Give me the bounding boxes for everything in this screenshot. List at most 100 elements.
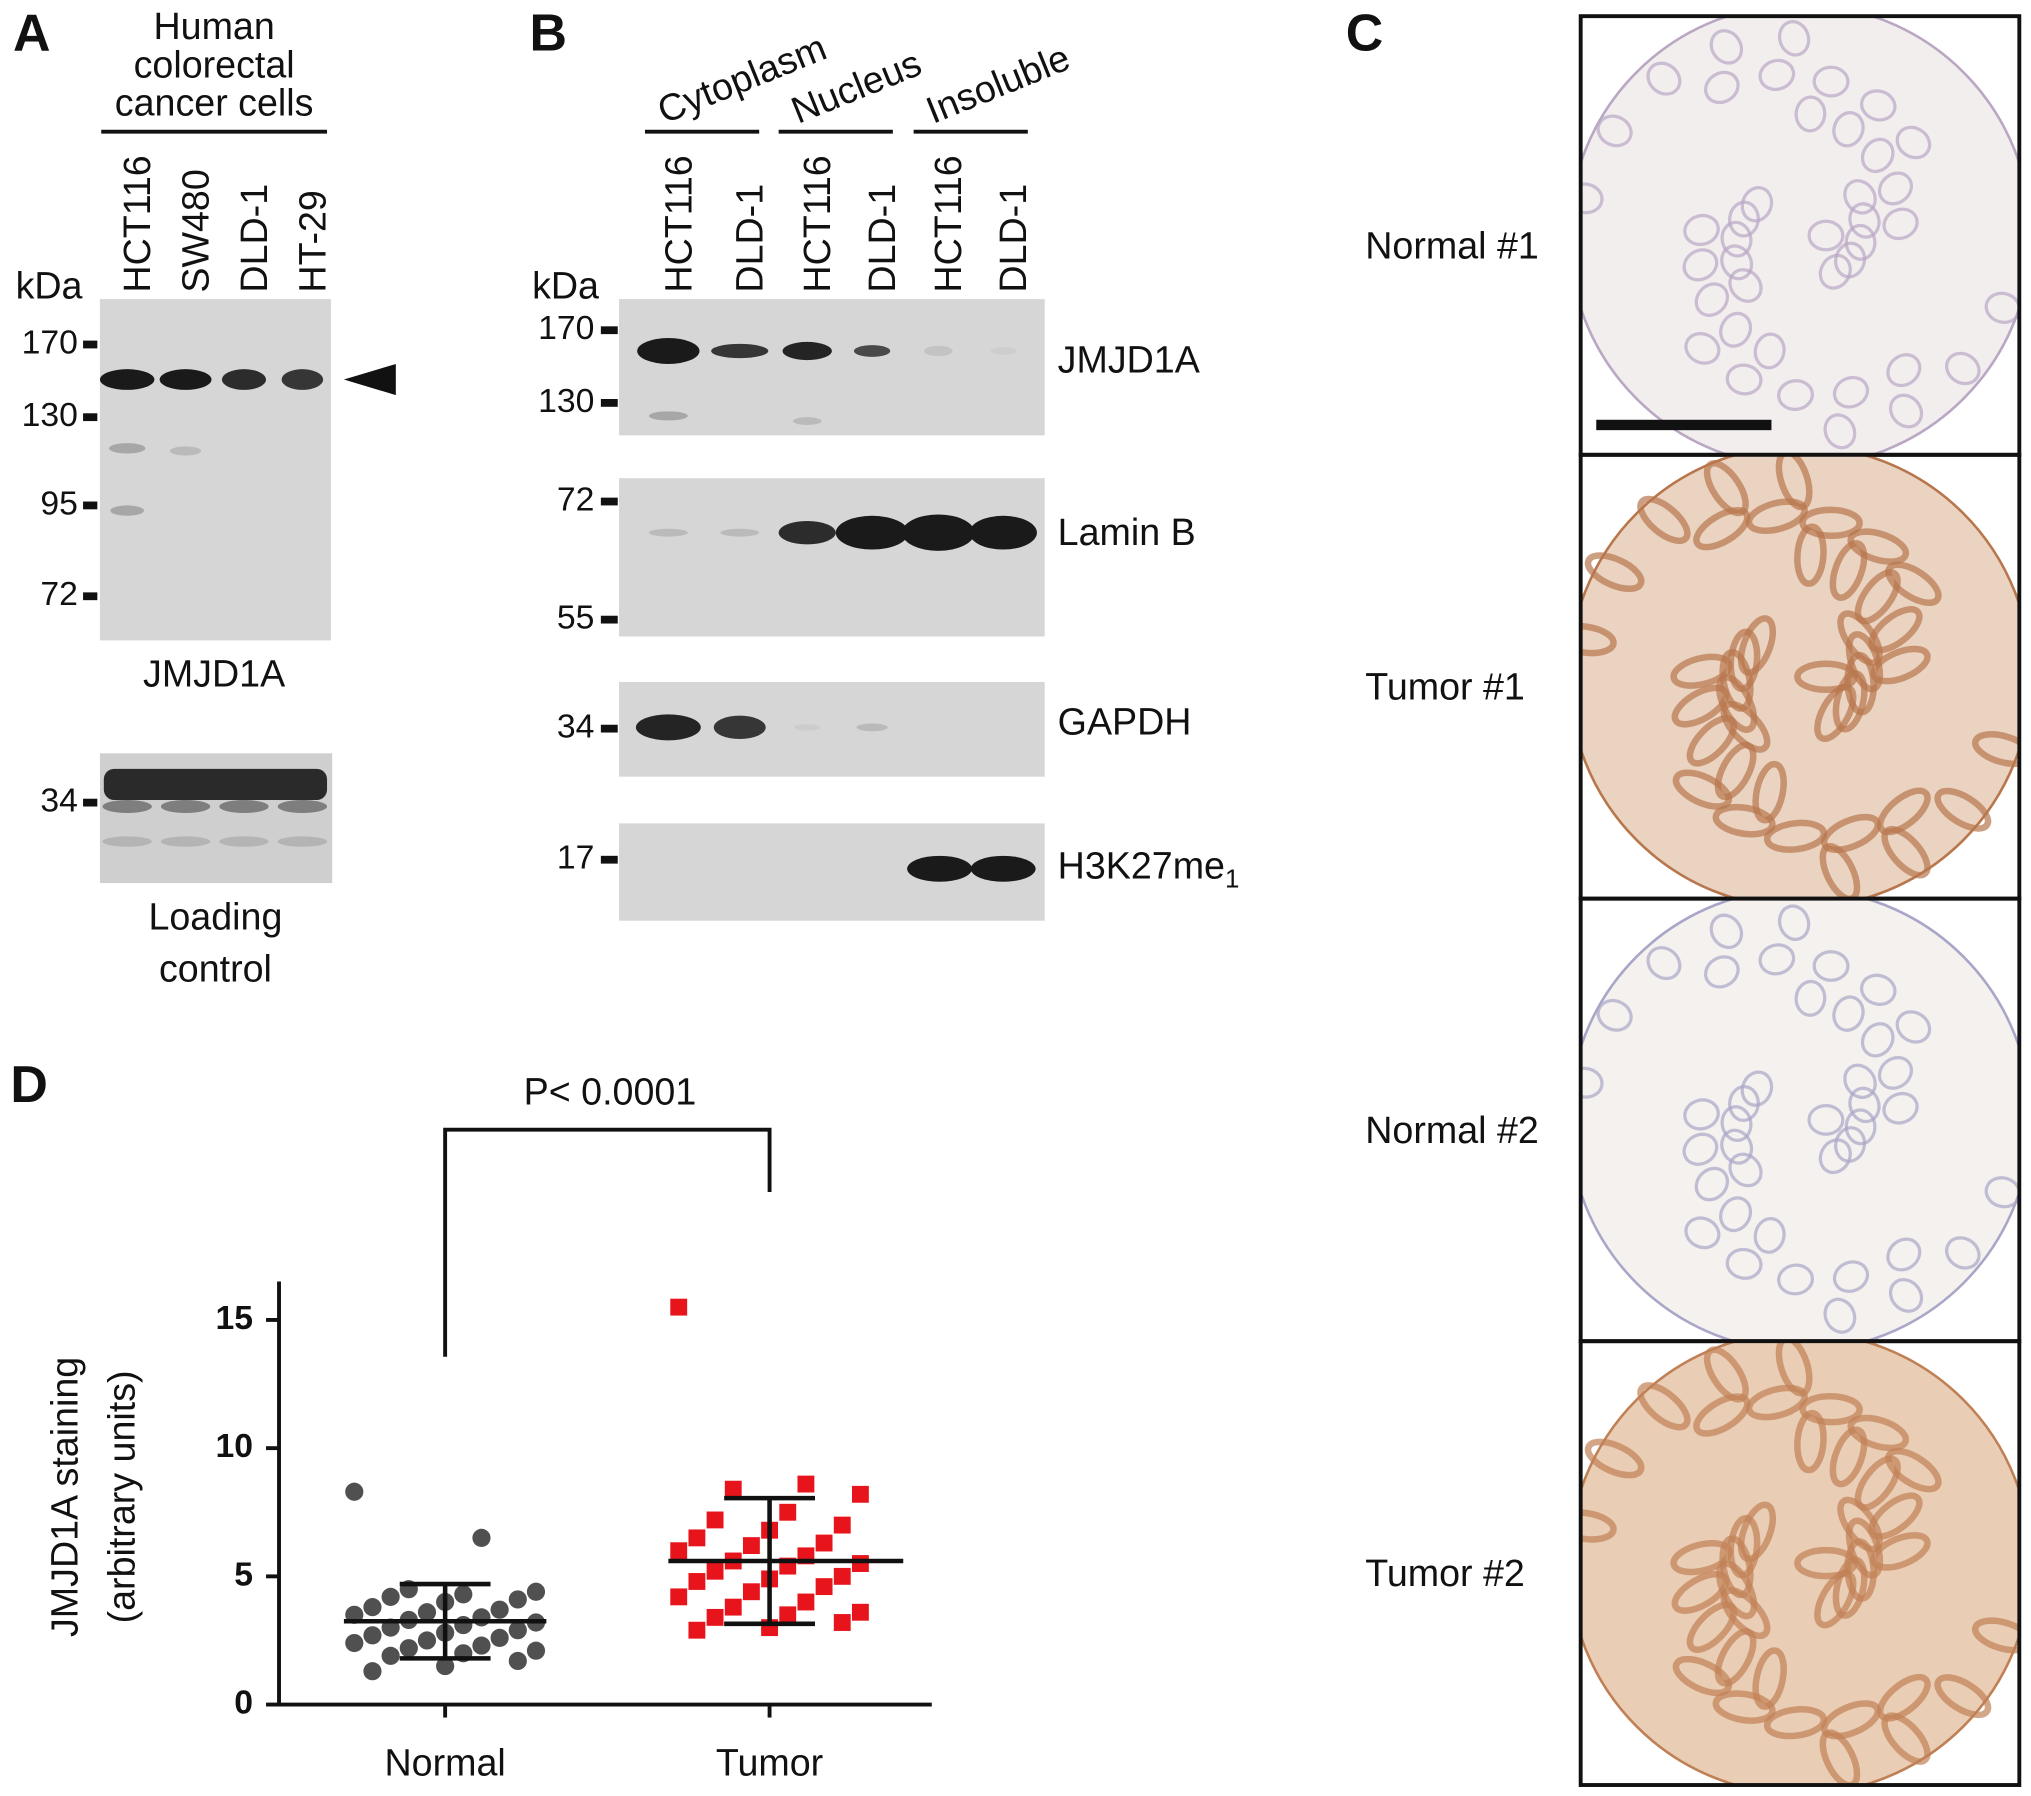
gland [1886,353,1922,388]
data-point [815,1534,833,1552]
gland [1672,1655,1733,1697]
gland [1694,282,1730,317]
blot-label: H3K27me1 [1058,845,1240,894]
tissue [1580,898,2020,1342]
x-tick-label: Tumor [716,1741,823,1783]
gland [1584,552,1645,592]
blot-band [221,369,267,390]
data-point [363,1662,382,1681]
blot-band [720,528,760,537]
gland [1728,1152,1763,1188]
data-point [436,1657,455,1676]
gland [1848,202,1881,239]
data-point [381,1587,400,1606]
blot-band [835,515,909,550]
data-point [472,1636,491,1655]
gland [1971,1617,2020,1654]
gland [1763,1706,1828,1740]
gland [1843,1063,1877,1100]
blot-band [635,714,701,741]
gland [1684,1216,1721,1250]
blot-band [907,855,973,882]
gland [1670,653,1733,689]
data-point [706,1511,724,1529]
gland [1719,311,1753,348]
gland [1814,683,1857,742]
gland [1868,1492,1923,1540]
group-header: colorectal [134,43,295,85]
gland [1694,1166,1730,1202]
blot-band [277,800,328,813]
data-point [526,1641,546,1660]
marker-tick [83,413,98,422]
data-point [490,1600,509,1619]
gland [1682,248,1719,282]
lane-label: DLD-1 [992,184,1034,293]
gland [1794,523,1827,587]
blot-band [990,347,1017,355]
blot-band [648,528,688,537]
gland [1818,253,1852,290]
data-point [779,1503,797,1521]
gland [1895,1010,1932,1044]
marker-label: 130 [538,382,594,420]
gland [1740,186,1774,223]
image-frame [1578,1339,2022,1787]
blot-band [856,723,888,732]
marker-tick [83,340,98,349]
blot-band [924,345,953,357]
gland [1870,645,1931,685]
data-point [454,1615,473,1635]
scale-bar [1596,419,1772,431]
gland [1686,1601,1738,1653]
gland [1737,615,1777,676]
marker-label: 17 [557,839,595,877]
unit-label: kDa [532,265,599,307]
sample-label: Normal #2 [1365,1109,1539,1151]
gland [1818,1138,1852,1175]
y-axis-label: (arbitrary units) [101,1370,143,1623]
gland [1725,1247,1763,1280]
gland [1876,787,1931,836]
data-point [454,1585,473,1604]
marker-tick [600,326,618,335]
marker-label: 170 [22,323,78,361]
gland [1829,1426,1868,1488]
gland [1740,1070,1774,1107]
data-point [490,1628,509,1647]
gland [1777,20,1811,57]
gland [1777,379,1815,411]
blot-band [648,411,688,421]
gland [1794,979,1827,1017]
data-point [345,1482,364,1501]
tissue-core [1580,1341,2020,1786]
unit-label: kDa [16,265,83,307]
gland [1860,137,1895,174]
gland [1580,1509,1617,1543]
gland [1725,363,1763,396]
blot-band [778,520,836,545]
data-point [779,1606,797,1624]
gland [1712,803,1776,838]
gland [1820,813,1881,854]
gland [1859,973,1897,1006]
data-point [833,1614,851,1631]
gland [1881,826,1931,879]
blot-band [901,514,975,551]
gland [1584,1438,1645,1479]
gland [1720,220,1753,258]
gland [1693,1393,1751,1437]
gland [1870,1532,1931,1571]
data-point [508,1651,527,1671]
gland [1799,1392,1863,1426]
sample-label: Tumor #1 [1365,666,1525,708]
tissue-core [1580,898,2020,1342]
gland [1686,715,1738,767]
data-point [851,1555,869,1572]
blot-band [109,443,146,454]
gland [1854,1455,1901,1511]
loading-label: Loading [148,895,282,937]
blot [99,299,331,641]
lane-label: SW480 [174,169,216,292]
